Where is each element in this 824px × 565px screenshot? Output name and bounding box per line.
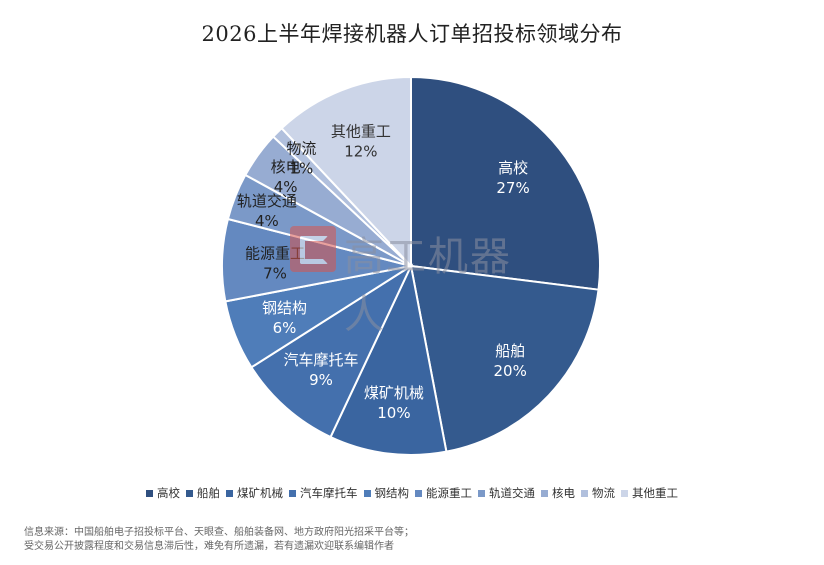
slice-percent-label: 10%	[377, 404, 410, 422]
slice-name-label: 汽车摩托车	[284, 351, 359, 369]
legend-label: 高校	[157, 486, 180, 500]
legend-item: 轨道交通	[478, 485, 535, 501]
slice-percent-label: 6%	[273, 319, 297, 337]
legend-label: 能源重工	[426, 486, 472, 500]
slice-name-label: 船舶	[495, 342, 525, 360]
slice-percent-label: 27%	[496, 179, 529, 197]
legend-item: 船舶	[186, 485, 220, 501]
slice-name-label: 能源重工	[245, 245, 305, 263]
slice-name-label: 轨道交通	[237, 192, 297, 210]
chart-title: 2026上半年焊接机器人订单招投标领域分布	[201, 22, 623, 46]
legend-swatch	[146, 489, 153, 497]
legend-swatch	[186, 489, 193, 497]
pie-slices	[221, 75, 601, 456]
legend-swatch	[415, 489, 422, 497]
legend-item: 高校	[146, 485, 180, 501]
legend-swatch	[289, 489, 296, 497]
legend-item: 钢结构	[363, 485, 410, 501]
source-line-2: 受交易公开披露程度和交易信息滞后性，难免有所遗漏，若有遗漏欢迎联系编辑作者	[24, 541, 394, 552]
legend-label: 其他重工	[632, 486, 678, 500]
slice-percent-label: 7%	[263, 265, 287, 283]
slice-percent-label: 4%	[274, 178, 298, 196]
slice-percent-label: 1%	[290, 159, 314, 177]
source-note: 信息来源：中国船舶电子招投标平台、天眼查、船舶装备网、地方政府阳光招采平台等； …	[24, 526, 414, 554]
slice-percent-label: 12%	[344, 142, 377, 160]
legend-swatch	[363, 489, 371, 497]
slice-name-label: 煤矿机械	[364, 384, 424, 402]
legend-item: 煤矿机械	[226, 485, 283, 501]
pie-chart: 高校27%船舶20%煤矿机械10%汽车摩托车9%钢结构6%能源重工7%轨道交通4…	[221, 75, 601, 456]
legend-swatch	[226, 489, 233, 497]
legend-label: 船舶	[197, 486, 220, 500]
legend-swatch	[541, 489, 548, 497]
legend-swatch	[478, 489, 485, 497]
slice-percent-label: 20%	[494, 362, 527, 380]
slice-name-label: 其他重工	[331, 122, 391, 140]
legend-label: 钢结构	[374, 486, 410, 500]
slice-name-label: 物流	[286, 139, 316, 157]
legend-label: 汽车摩托车	[300, 486, 358, 500]
legend-item: 其他重工	[621, 485, 678, 501]
legend-label: 轨道交通	[489, 486, 535, 500]
slice-9	[280, 75, 412, 269]
slice-name-label: 钢结构	[262, 299, 307, 317]
source-line-1: 信息来源：中国船舶电子招投标平台、天眼查、船舶装备网、地方政府阳光招采平台等；	[24, 527, 414, 538]
legend-label: 核电	[552, 486, 575, 500]
slice-name-label: 高校	[498, 159, 528, 177]
slice-name-label: 核电	[271, 158, 301, 176]
slice-percent-label: 9%	[309, 371, 333, 389]
slice-2	[329, 262, 448, 456]
legend-item: 核电	[541, 485, 575, 501]
pie-labels: 高校27%船舶20%煤矿机械10%汽车摩托车9%钢结构6%能源重工7%轨道交通4…	[237, 122, 530, 422]
legend-item: 能源重工	[415, 485, 472, 501]
chart-legend: 高校 船舶 煤矿机械 汽车摩托车 钢结构 能源重工 轨道交通 核电 物流 其他重工	[0, 485, 824, 501]
legend-item: 物流	[581, 485, 615, 501]
legend-label: 煤矿机械	[237, 486, 283, 500]
slice-percent-label: 4%	[255, 212, 279, 230]
legend-swatch	[581, 489, 588, 497]
legend-item: 汽车摩托车	[289, 485, 358, 501]
legend-swatch	[621, 489, 628, 497]
slice-3	[250, 263, 414, 439]
legend-label: 物流	[592, 486, 615, 500]
slice-1	[409, 264, 600, 453]
slice-0	[410, 75, 601, 291]
